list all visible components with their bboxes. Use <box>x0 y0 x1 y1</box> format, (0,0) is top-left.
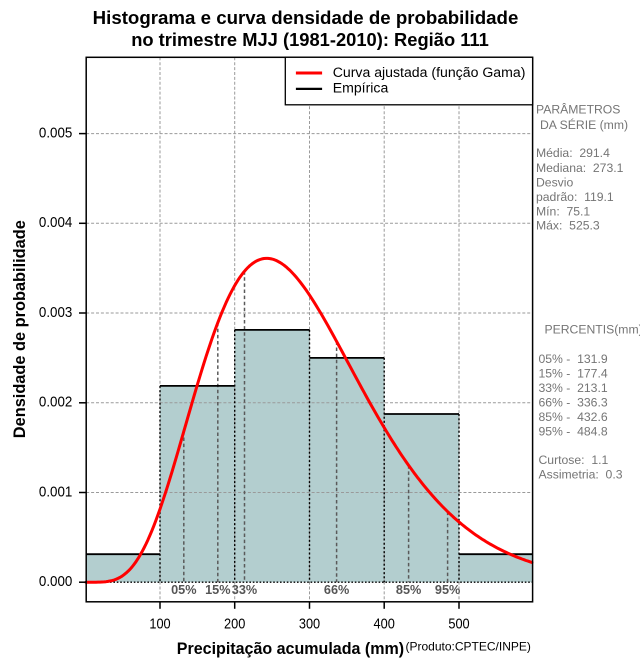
svg-text:0.005: 0.005 <box>39 125 72 142</box>
svg-text:85%: 85% <box>396 583 421 597</box>
svg-text:Histograma e curva densidade d: Histograma e curva densidade de probabil… <box>93 7 519 28</box>
svg-text:0.004: 0.004 <box>39 214 72 231</box>
svg-text:0.002: 0.002 <box>39 394 72 411</box>
svg-text:500: 500 <box>448 616 469 633</box>
svg-text:Mediana: 273.1: Mediana: 273.1 <box>536 161 624 175</box>
svg-text:no trimestre MJJ (1981-2010):: no trimestre MJJ (1981-2010): Região 111 <box>131 29 489 50</box>
svg-text:0.001: 0.001 <box>39 483 72 500</box>
svg-text:66%: 66% <box>324 583 349 597</box>
svg-text:33% - 213.1: 33% - 213.1 <box>539 381 608 395</box>
svg-text:85% - 432.6: 85% - 432.6 <box>539 410 608 424</box>
svg-text:0.000: 0.000 <box>39 573 72 590</box>
svg-text:Densidade de probabilidade: Densidade de probabilidade <box>10 220 29 438</box>
svg-text:Média: 291.4: Média: 291.4 <box>536 146 610 160</box>
svg-text:95% - 484.8: 95% - 484.8 <box>539 424 608 438</box>
svg-text:05%: 05% <box>171 583 196 597</box>
svg-text:15%: 15% <box>205 583 230 597</box>
svg-text:Mín: 75.1: Mín: 75.1 <box>536 204 590 218</box>
svg-text:0.003: 0.003 <box>39 304 72 321</box>
svg-text:300: 300 <box>299 616 320 633</box>
svg-text:15% - 177.4: 15% - 177.4 <box>539 367 608 381</box>
svg-text:66% - 336.3: 66% - 336.3 <box>539 396 608 410</box>
svg-text:(Produto:CPTEC/INPE): (Produto:CPTEC/INPE) <box>406 640 531 654</box>
svg-text:Precipitação acumulada (mm): Precipitação acumulada (mm) <box>177 639 404 658</box>
svg-text:Assimetria: 0.3: Assimetria: 0.3 <box>539 467 623 481</box>
svg-text:400: 400 <box>374 616 395 633</box>
svg-text:Curtose: 1.1: Curtose: 1.1 <box>539 453 609 467</box>
svg-text:DA SÉRIE (mm): DA SÉRIE (mm) <box>540 117 628 132</box>
svg-text:200: 200 <box>224 616 245 633</box>
svg-text:Empírica: Empírica <box>333 80 389 96</box>
svg-text:95%: 95% <box>435 583 460 597</box>
svg-text:05% - 131.9: 05% - 131.9 <box>539 352 608 366</box>
svg-text:33%: 33% <box>232 583 257 597</box>
svg-text:Curva ajustada (função Gama): Curva ajustada (função Gama) <box>333 64 526 80</box>
svg-text:PARÂMETROS: PARÂMETROS <box>536 102 620 117</box>
svg-text:Máx: 525.3: Máx: 525.3 <box>536 219 600 233</box>
svg-text:PERCENTIS(mm): PERCENTIS(mm) <box>545 323 640 337</box>
svg-text:padrão: 119.1: padrão: 119.1 <box>536 190 614 204</box>
svg-text:100: 100 <box>149 616 170 633</box>
svg-text:Desvio: Desvio <box>536 176 573 190</box>
